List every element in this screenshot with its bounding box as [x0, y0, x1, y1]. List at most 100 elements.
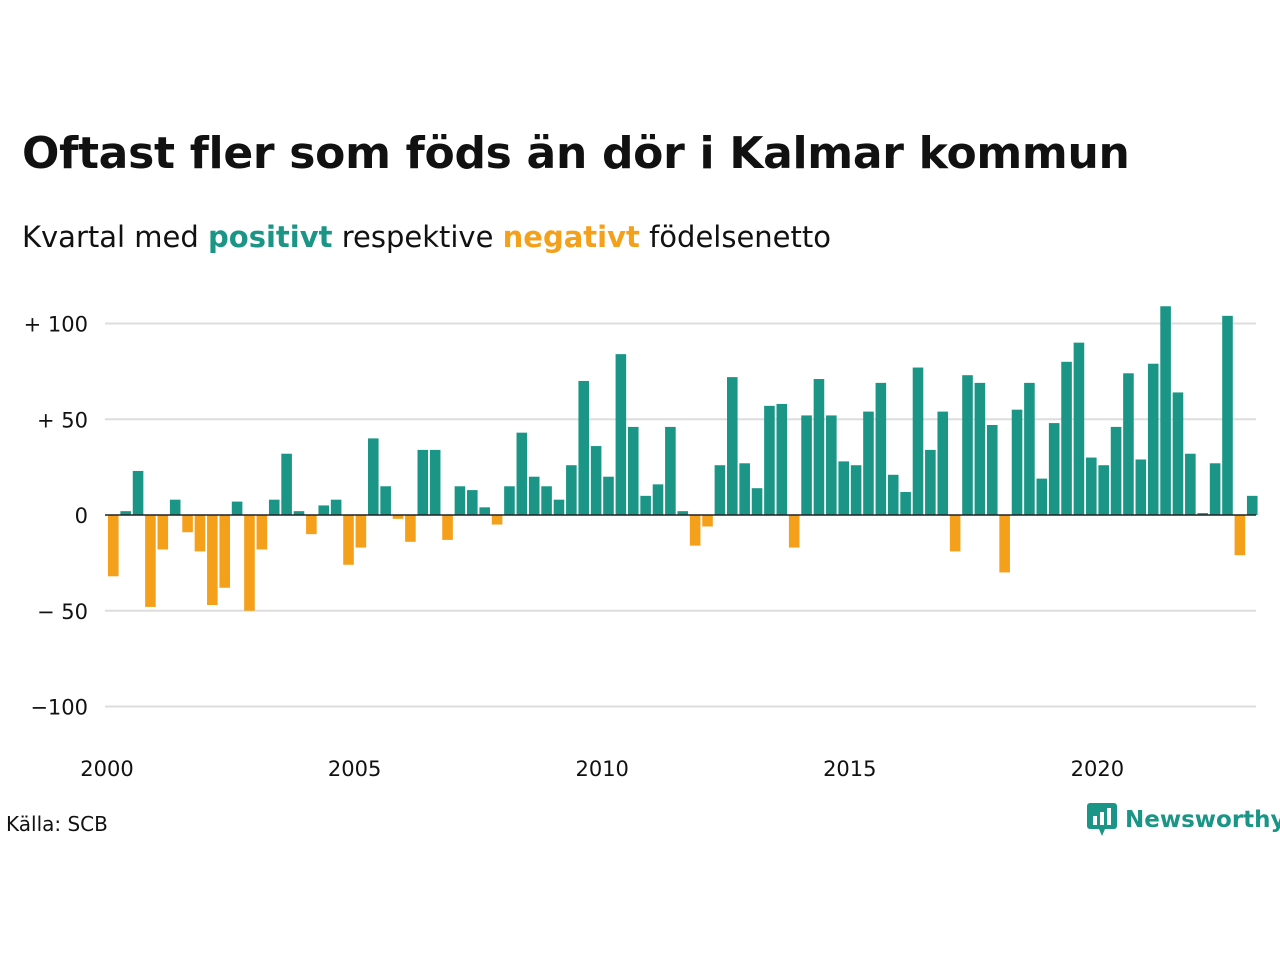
bar-negative: [219, 515, 230, 588]
bar-positive: [850, 465, 862, 515]
bar-positive: [727, 377, 738, 515]
subtitle-middle: respektive: [341, 220, 494, 254]
bar-positive: [776, 403, 788, 515]
bar-positive: [1024, 382, 1035, 515]
bar-positive: [1011, 409, 1023, 515]
bar-positive: [429, 449, 441, 515]
bar-positive: [281, 453, 292, 515]
y-axis-labels: + 100 + 50 0 − 50 −100: [24, 313, 88, 720]
bar-positive: [677, 511, 689, 515]
bar-negative: [702, 515, 713, 527]
bar-negative: [145, 515, 156, 607]
bar-negative: [207, 515, 218, 605]
bar-negative: [355, 515, 367, 548]
bar-positive: [801, 415, 812, 515]
bar-positive: [467, 490, 478, 515]
y-tick-label: − 50: [37, 600, 88, 624]
bar-positive: [293, 511, 305, 515]
bar-negative: [108, 515, 119, 577]
brand-logo[interactable]: Newsworthy: [1087, 803, 1280, 837]
bar-positive: [912, 367, 924, 515]
bar-positive: [120, 511, 131, 515]
bar-positive: [615, 354, 627, 515]
bar-positive: [1147, 363, 1159, 515]
bar-negative: [949, 515, 961, 552]
bar-positive: [380, 486, 391, 515]
bars: [108, 306, 1258, 611]
bar-positive: [553, 499, 565, 515]
bar-positive: [875, 382, 887, 515]
bar-positive: [925, 449, 936, 515]
bar-positive: [231, 501, 243, 515]
bar-positive: [1086, 457, 1097, 515]
bar-positive: [603, 476, 614, 515]
y-tick-label: + 50: [37, 408, 88, 432]
bar-positive: [132, 470, 144, 515]
bar-negative: [491, 515, 503, 525]
bar-negative: [392, 515, 404, 519]
x-axis-labels: 2000 2005 2010 2015 2020: [80, 757, 1124, 781]
bar-positive: [1036, 478, 1048, 515]
bar-negative: [244, 515, 255, 611]
bar-positive: [962, 375, 973, 515]
bar-positive: [578, 380, 590, 515]
bar-positive: [739, 463, 750, 515]
bar-positive: [1135, 459, 1147, 515]
bar-positive: [1160, 306, 1171, 515]
bar-positive: [1123, 373, 1134, 515]
bar-positive: [590, 446, 602, 515]
bar-positive: [986, 425, 998, 515]
bar-positive: [937, 411, 949, 515]
bar-positive: [838, 461, 849, 515]
bar-positive: [1048, 423, 1060, 515]
bar-positive: [516, 432, 528, 515]
bar-positive: [887, 474, 899, 515]
source-note: Källa: SCB: [6, 812, 108, 836]
bar-negative: [788, 515, 800, 548]
bar-positive: [1098, 465, 1109, 515]
y-tick-label: + 100: [24, 313, 88, 337]
bar-positive: [367, 438, 379, 515]
bar-positive: [1197, 513, 1209, 515]
bar-positive: [1110, 426, 1122, 515]
bar-positive: [764, 405, 775, 515]
bar-positive: [1209, 463, 1221, 515]
bar-positive: [268, 499, 280, 515]
bar-positive: [1185, 453, 1196, 515]
bar-negative: [157, 515, 169, 550]
bar-positive: [541, 486, 552, 515]
x-tick-label: 2020: [1071, 757, 1124, 781]
x-tick-label: 2015: [823, 757, 876, 781]
bar-positive: [665, 426, 676, 515]
bar-positive: [652, 484, 664, 515]
bar-positive: [1172, 392, 1184, 515]
bar-positive: [826, 415, 837, 515]
bar-positive: [1246, 495, 1258, 515]
subtitle-before: Kvartal med: [22, 220, 199, 254]
bar-positive: [417, 449, 429, 515]
chart-subtitle: Kvartal med positivt respektive negativt…: [22, 220, 831, 254]
bar-negative: [182, 515, 193, 533]
bar-positive: [751, 488, 763, 515]
bar-negative: [1234, 515, 1246, 556]
y-tick-label: −100: [30, 696, 88, 720]
subtitle-after: födelsenetto: [649, 220, 831, 254]
bar-negative: [689, 515, 701, 546]
bar-positive: [1061, 361, 1072, 515]
x-tick-label: 2000: [80, 757, 133, 781]
bar-positive: [318, 505, 330, 515]
bar-negative: [306, 515, 317, 535]
bar-chart: + 100 + 50 0 − 50 −100 2000 2005 2010 2015 2020: [24, 306, 1258, 781]
brand-name: Newsworthy: [1125, 807, 1280, 833]
bar-negative: [442, 515, 453, 540]
bar-positive: [900, 492, 911, 515]
bar-negative: [256, 515, 268, 550]
bar-positive: [813, 379, 825, 515]
newsworthy-logo-icon: [1087, 803, 1117, 836]
y-tick-label: 0: [75, 504, 88, 528]
bar-negative: [405, 515, 416, 542]
bar-positive: [528, 476, 540, 515]
bar-negative: [194, 515, 206, 552]
bar-positive: [504, 486, 515, 515]
subtitle-positive-word: positivt: [208, 220, 333, 254]
